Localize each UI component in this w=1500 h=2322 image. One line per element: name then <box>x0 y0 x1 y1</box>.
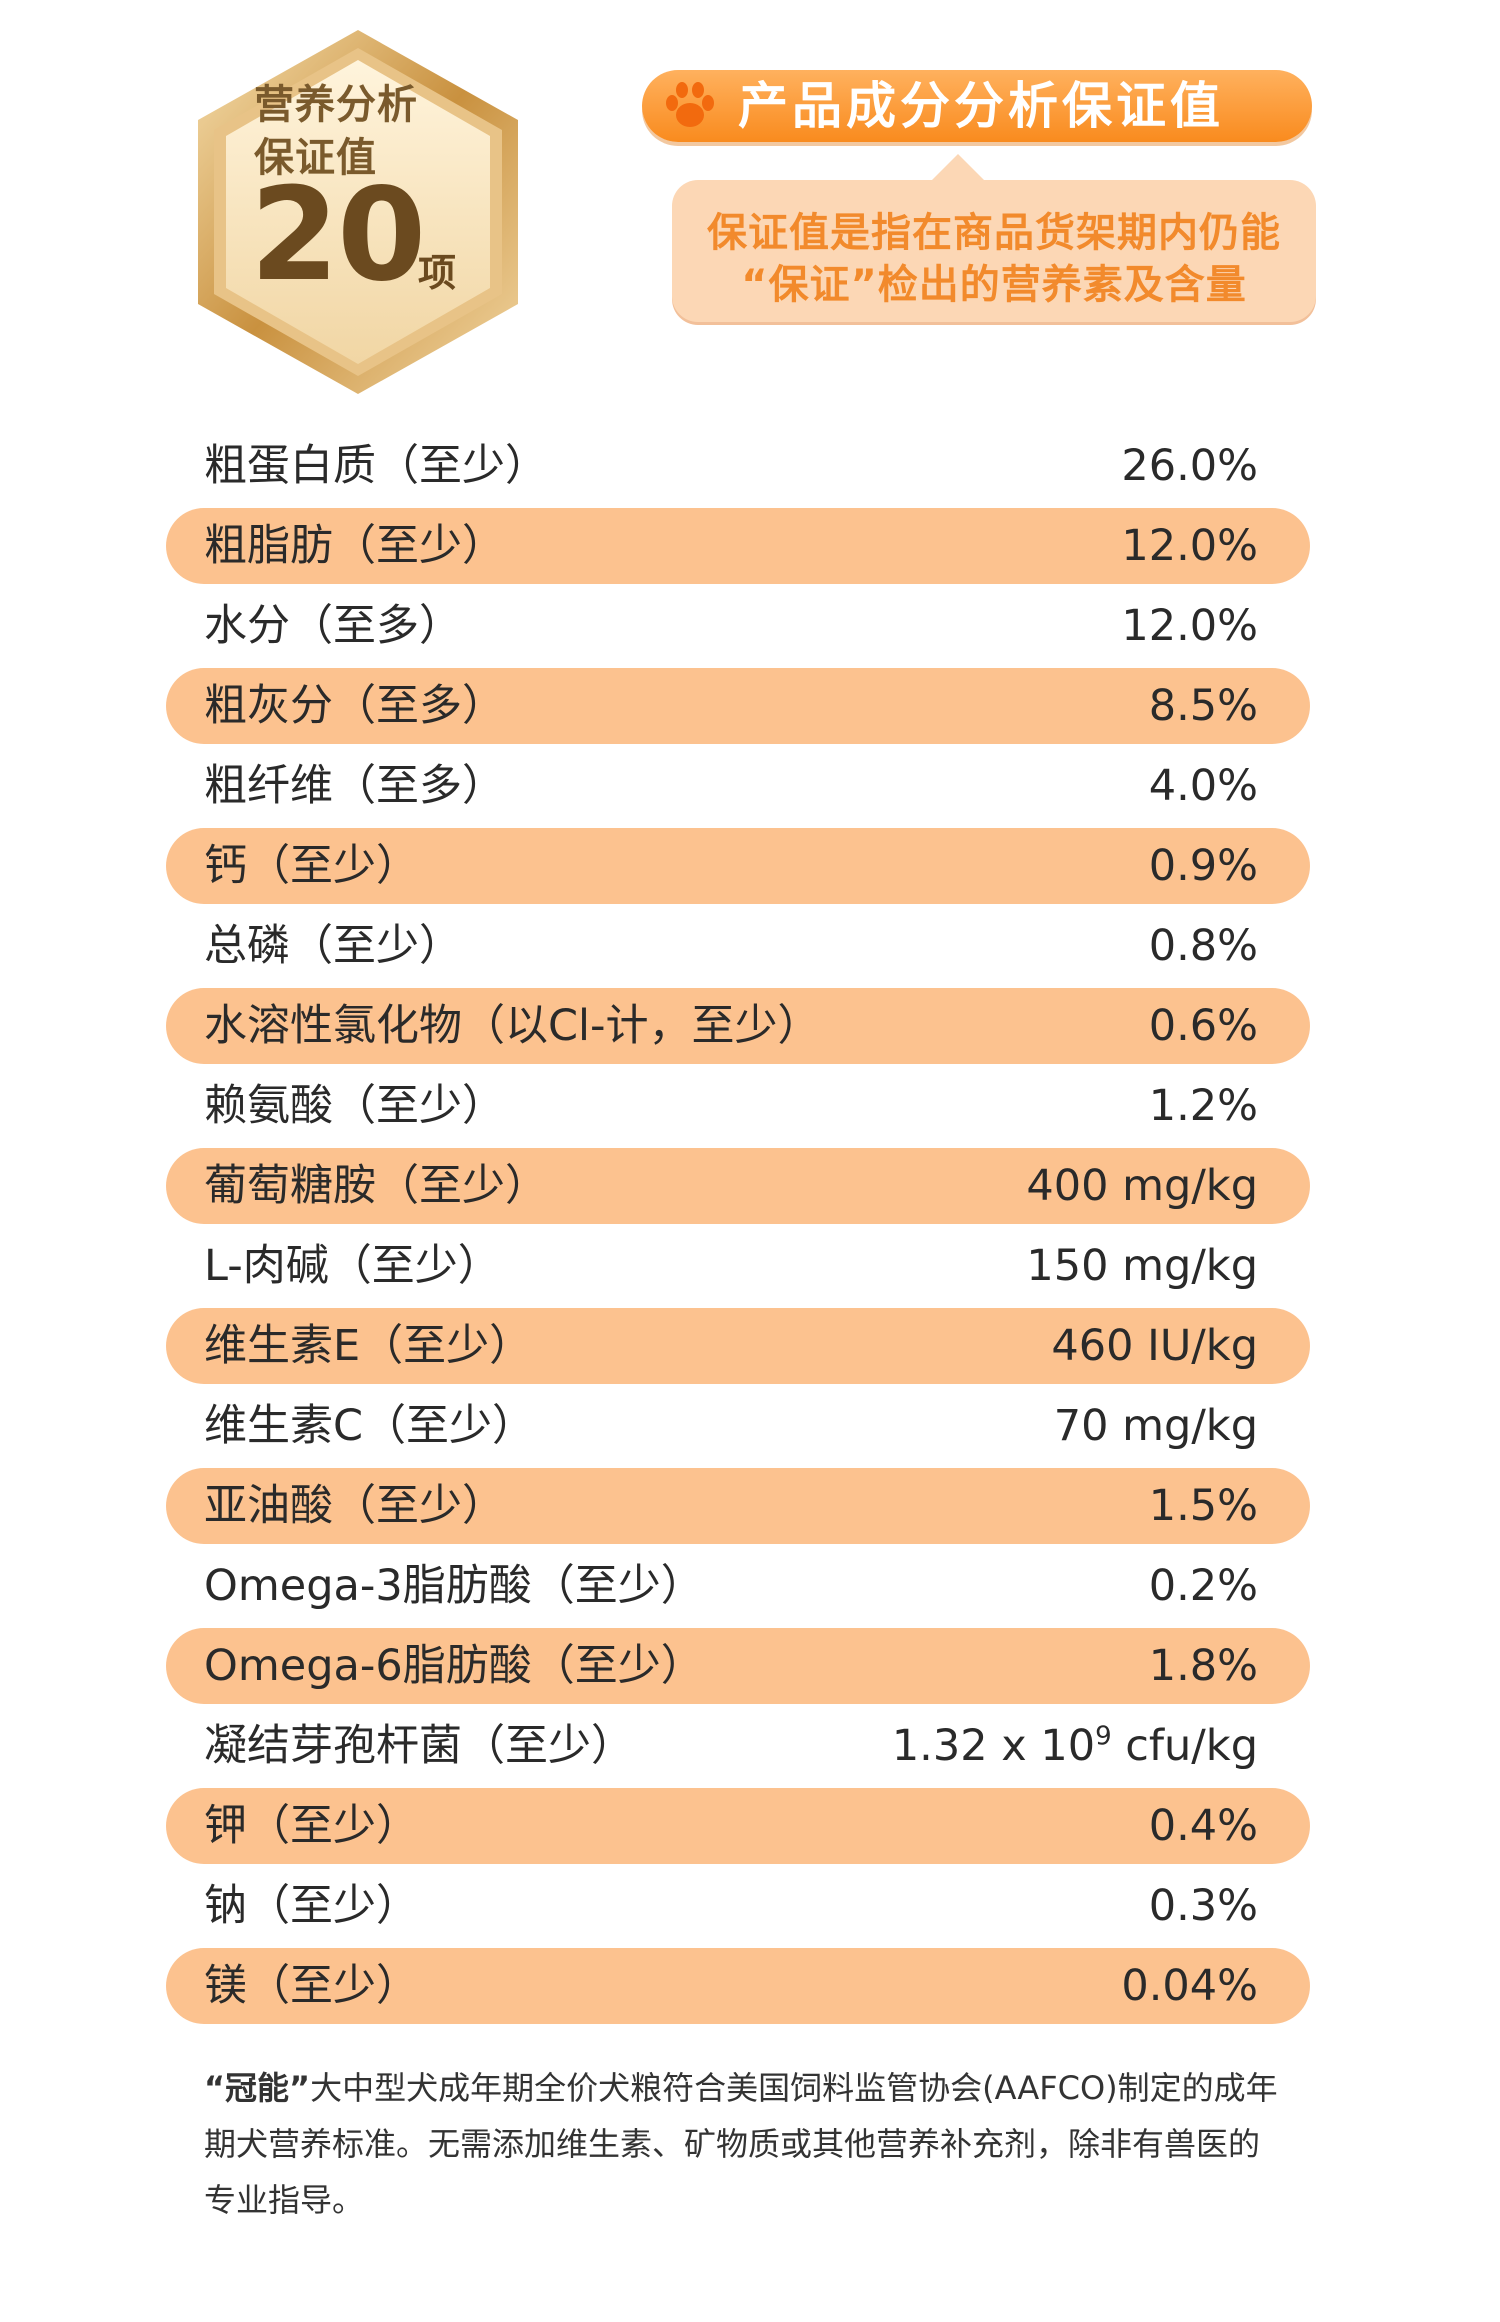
nutrient-value: 8.5% <box>1148 681 1258 731</box>
callout-pointer <box>932 154 984 180</box>
nutrient-value: 26.0% <box>1121 441 1258 491</box>
table-row: 粗灰分（至多） 8.5% <box>166 668 1310 744</box>
nutrient-value: 12.0% <box>1121 601 1258 651</box>
table-row: 钠（至少） 0.3% <box>166 1868 1310 1944</box>
nutrient-name: 维生素C（至少） <box>204 1401 536 1451</box>
guarantee-badge: 营养分析 保证值 20 项 <box>168 22 548 402</box>
value-base: 1.32 x 10 <box>891 1721 1096 1771</box>
table-row: L-肉碱（至少） 150 mg/kg <box>166 1228 1310 1304</box>
badge-label-line2: 保证值 <box>254 135 377 181</box>
nutrient-name: 亚油酸（至少） <box>204 1481 505 1531</box>
nutrient-name: 水溶性氯化物（以Cl-计，至少） <box>204 1001 821 1051</box>
badge-unit: 项 <box>418 251 457 295</box>
table-row: Omega-3脂肪酸（至少） 0.2% <box>166 1548 1310 1624</box>
table-row: 钙（至少） 0.9% <box>166 828 1310 904</box>
table-row: 粗蛋白质（至少） 26.0% <box>166 428 1310 504</box>
nutrient-value: 0.9% <box>1148 841 1258 891</box>
nutrient-name: 钾（至少） <box>204 1801 419 1851</box>
definition-callout: 保证值是指在商品货架期内仍能 “保证”检出的营养素及含量 <box>672 154 1316 322</box>
nutrient-name: 总磷（至少） <box>204 921 462 971</box>
callout-line2: “保证”检出的营养素及含量 <box>741 262 1247 308</box>
table-row: 凝结芽孢杆菌（至少） 1.32 x 109 cfu/kg <box>166 1708 1310 1784</box>
nutrient-value: 460 IU/kg <box>1051 1321 1258 1371</box>
nutrient-name: L-肉碱（至少） <box>204 1241 501 1291</box>
table-row: Omega-6脂肪酸（至少） 1.8% <box>166 1628 1310 1704</box>
nutrient-name: 葡萄糖胺（至少） <box>204 1161 548 1211</box>
nutrient-value: 0.04% <box>1121 1961 1258 2011</box>
footnote: “冠能”大中型犬成年期全价犬粮符合美国饲料监管协会(AAFCO)制定的成年期犬营… <box>204 2060 1284 2228</box>
value-exponent: 9 <box>1095 1721 1112 1752</box>
table-row: 粗纤维（至多） 4.0% <box>166 748 1310 824</box>
table-row: 葡萄糖胺（至少） 400 mg/kg <box>166 1148 1310 1224</box>
value-unit: cfu/kg <box>1111 1721 1258 1771</box>
nutrient-name: 维生素E（至少） <box>204 1321 533 1371</box>
nutrient-value: 0.2% <box>1148 1561 1258 1611</box>
footnote-brand: “冠能” <box>204 2069 311 2107</box>
nutrient-name: 水分（至多） <box>204 601 462 651</box>
nutrient-value: 1.2% <box>1148 1081 1258 1131</box>
nutrient-name: 粗脂肪（至少） <box>204 521 505 571</box>
table-row: 钾（至少） 0.4% <box>166 1788 1310 1864</box>
nutrient-name: 粗纤维（至多） <box>204 761 505 811</box>
nutrient-value: 0.8% <box>1148 921 1258 971</box>
badge-label-line1: 营养分析 <box>254 82 418 128</box>
table-row: 维生素C（至少） 70 mg/kg <box>166 1388 1310 1464</box>
table-row: 总磷（至少） 0.8% <box>166 908 1310 984</box>
nutrient-value: 0.6% <box>1148 1001 1258 1051</box>
nutrient-name: 钠（至少） <box>204 1881 419 1931</box>
section-title: 产品成分分析保证值 <box>738 77 1224 135</box>
table-row: 赖氨酸（至少） 1.2% <box>166 1068 1310 1144</box>
table-row: 亚油酸（至少） 1.5% <box>166 1468 1310 1544</box>
hexagon-badge-icon <box>198 30 518 394</box>
table-row: 粗脂肪（至少） 12.0% <box>166 508 1310 584</box>
nutrient-value: 1.32 x 109 cfu/kg <box>892 1716 1258 1776</box>
paw-icon <box>666 82 714 127</box>
badge-count: 20 <box>250 161 426 310</box>
nutrient-name: Omega-6脂肪酸（至少） <box>204 1641 704 1691</box>
nutrient-name: 镁（至少） <box>204 1961 419 2011</box>
nutrient-value: 1.5% <box>1148 1481 1258 1531</box>
nutrient-name: 粗蛋白质（至少） <box>204 441 548 491</box>
nutrient-value: 12.0% <box>1121 521 1258 571</box>
nutrient-value: 4.0% <box>1148 761 1258 811</box>
nutrient-value: 70 mg/kg <box>1053 1401 1258 1451</box>
nutrient-name: 钙（至少） <box>204 841 419 891</box>
table-row: 维生素E（至少） 460 IU/kg <box>166 1308 1310 1384</box>
nutrient-value: 150 mg/kg <box>1026 1241 1258 1291</box>
nutrient-name: 粗灰分（至多） <box>204 681 505 731</box>
nutrient-name: Omega-3脂肪酸（至少） <box>204 1561 704 1611</box>
nutrient-value: 0.4% <box>1148 1801 1258 1851</box>
nutrient-name: 赖氨酸（至少） <box>204 1081 505 1131</box>
table-row: 镁（至少） 0.04% <box>166 1948 1310 2024</box>
footnote-text: 大中型犬成年期全价犬粮符合美国饲料监管协会(AAFCO)制定的成年期犬营养标准。… <box>204 2069 1278 2219</box>
section-header-pill: 产品成分分析保证值 <box>642 70 1312 142</box>
nutrient-name: 凝结芽孢杆菌（至少） <box>204 1721 634 1771</box>
table-row: 水溶性氯化物（以Cl-计，至少） 0.6% <box>166 988 1310 1064</box>
callout-line1: 保证值是指在商品货架期内仍能 <box>707 210 1281 256</box>
nutrient-value: 1.8% <box>1148 1641 1258 1691</box>
nutrient-value: 400 mg/kg <box>1026 1161 1258 1211</box>
nutrient-value: 0.3% <box>1148 1881 1258 1931</box>
table-row: 水分（至多） 12.0% <box>166 588 1310 664</box>
nutrient-table: 粗蛋白质（至少） 26.0% 粗脂肪（至少） 12.0% 水分（至多） 12.0… <box>166 428 1310 2028</box>
